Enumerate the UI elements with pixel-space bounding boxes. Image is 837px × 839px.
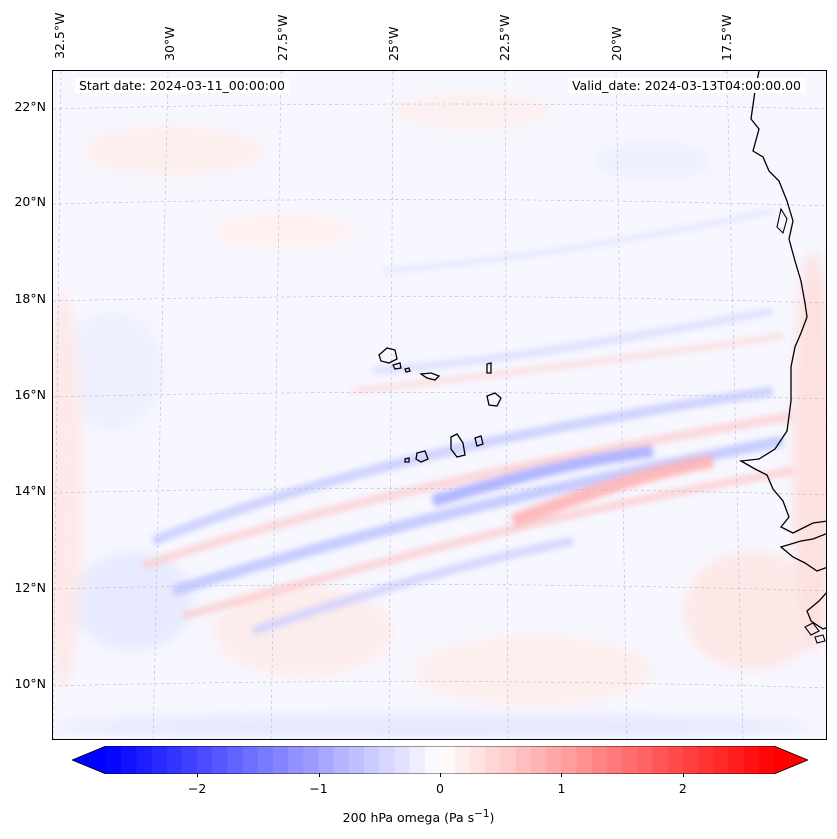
lon-label-22-5w: 22.5°W bbox=[497, 14, 512, 61]
omega-broad-patches bbox=[53, 93, 826, 738]
bijagos-islands bbox=[804, 622, 826, 644]
colorbar-segment bbox=[394, 746, 411, 774]
graticule bbox=[53, 71, 826, 739]
colorbar-segment bbox=[136, 746, 153, 774]
colorbar-segment bbox=[379, 746, 396, 774]
colorbar-segment bbox=[728, 746, 745, 774]
colorbar-max-extend bbox=[774, 746, 808, 774]
colorbar-label: 200 hPa omega (Pa s−1) bbox=[342, 808, 495, 826]
cape-verde-islands bbox=[378, 347, 502, 463]
colorbar-tick bbox=[197, 773, 199, 777]
colorbar-segment bbox=[667, 746, 684, 774]
colorbar-segment bbox=[637, 746, 654, 774]
island-boa-vista bbox=[486, 392, 502, 407]
island-santo-antao bbox=[378, 347, 398, 364]
island-fogo bbox=[415, 450, 429, 463]
colorbar-segment bbox=[318, 746, 335, 774]
colorbar-segment bbox=[151, 746, 168, 774]
colorbar-segment bbox=[242, 746, 259, 774]
colorbar-segment bbox=[166, 746, 183, 774]
colorbar-segment bbox=[531, 746, 547, 774]
island-sao-nicolau bbox=[419, 372, 441, 381]
colorbar-segment bbox=[257, 746, 274, 774]
colorbar-tick-label: 0 bbox=[436, 781, 444, 796]
colorbar-segment bbox=[591, 746, 608, 774]
island-sal bbox=[486, 362, 492, 374]
colorbar-segment bbox=[561, 746, 578, 774]
colorbar-segment bbox=[303, 746, 320, 774]
colorbar-min-extend bbox=[72, 746, 106, 774]
lat-label-22n: 22°N bbox=[14, 99, 46, 114]
colorbar-tick-label: 1 bbox=[557, 781, 566, 796]
colorbar-segment bbox=[409, 746, 426, 774]
lat-label-16n: 16°N bbox=[14, 387, 46, 402]
island-santa-luzia bbox=[404, 367, 411, 373]
lon-label-32-5w: 32.5°W bbox=[52, 12, 67, 59]
colorbar-segment bbox=[698, 746, 714, 774]
colorbar-segment bbox=[500, 746, 517, 774]
colorbar-segment bbox=[181, 746, 198, 774]
colorbar-segment bbox=[652, 746, 669, 774]
colorbar-segment bbox=[470, 746, 487, 774]
colorbar-segment bbox=[546, 746, 563, 774]
lat-label-10n: 10°N bbox=[14, 676, 46, 691]
island-sao-vicente bbox=[392, 362, 402, 370]
lat-label-20n: 20°N bbox=[14, 194, 46, 209]
colorbar-segment bbox=[288, 746, 304, 774]
colorbar-segment bbox=[106, 746, 122, 774]
colorbar-graphic bbox=[70, 745, 810, 775]
island-maio bbox=[474, 435, 484, 447]
lon-label-20w: 20°W bbox=[609, 26, 624, 61]
lon-label-25w: 25°W bbox=[386, 26, 401, 61]
omega-field-map bbox=[53, 71, 826, 739]
colorbar-segment bbox=[576, 746, 593, 774]
start-date-label: Start date: 2024-03-11_00:00:00 bbox=[75, 78, 289, 93]
colorbar-segment bbox=[455, 746, 471, 774]
colorbar-segment bbox=[227, 746, 244, 774]
colorbar-segment bbox=[121, 746, 137, 774]
colorbar-segment bbox=[364, 746, 380, 774]
colorbar-segment bbox=[197, 746, 213, 774]
island-brava bbox=[404, 457, 410, 463]
valid-date-label: Valid_date: 2024-03-13T04:00:00.00 bbox=[567, 78, 805, 93]
lat-label-18n: 18°N bbox=[14, 291, 46, 306]
colorbar-segment bbox=[607, 746, 623, 774]
island-santiago bbox=[450, 433, 466, 458]
colorbar-segment bbox=[758, 746, 775, 774]
dakhla-peninsula bbox=[776, 207, 788, 235]
lon-label-27-5w: 27.5°W bbox=[275, 14, 290, 61]
colorbar-segment bbox=[713, 746, 730, 774]
omega-wave-bands bbox=[141, 208, 794, 636]
colorbar-tick-label: 2 bbox=[678, 781, 687, 796]
lon-label-17-5w: 17.5°W bbox=[719, 14, 734, 61]
colorbar-segment bbox=[485, 746, 502, 774]
colorbar-tick-label: −2 bbox=[187, 781, 207, 796]
colorbar-segment bbox=[622, 746, 638, 774]
colorbar-segment bbox=[424, 746, 441, 774]
colorbar-segment bbox=[348, 746, 365, 774]
colorbar-segment bbox=[743, 746, 760, 774]
colorbar bbox=[70, 745, 810, 775]
lon-label-30w: 30°W bbox=[162, 26, 177, 61]
africa-coast-south bbox=[779, 533, 826, 572]
colorbar-segment bbox=[515, 746, 532, 774]
colorbar-segment bbox=[273, 746, 289, 774]
colorbar-segment bbox=[682, 746, 699, 774]
colorbar-tick bbox=[682, 773, 684, 777]
colorbar-tick bbox=[318, 773, 320, 777]
africa-coastline bbox=[738, 71, 826, 534]
colorbar-tick-label: −1 bbox=[309, 781, 328, 796]
guinea-coast bbox=[806, 592, 826, 630]
colorbar-tick bbox=[440, 773, 441, 777]
map-panel bbox=[52, 70, 827, 740]
lat-label-12n: 12°N bbox=[14, 580, 46, 595]
colorbar-tick bbox=[561, 773, 563, 777]
colorbar-segment bbox=[212, 746, 229, 774]
colorbar-segment bbox=[333, 746, 350, 774]
lat-label-14n: 14°N bbox=[14, 483, 46, 498]
colorbar-segment bbox=[440, 746, 456, 774]
